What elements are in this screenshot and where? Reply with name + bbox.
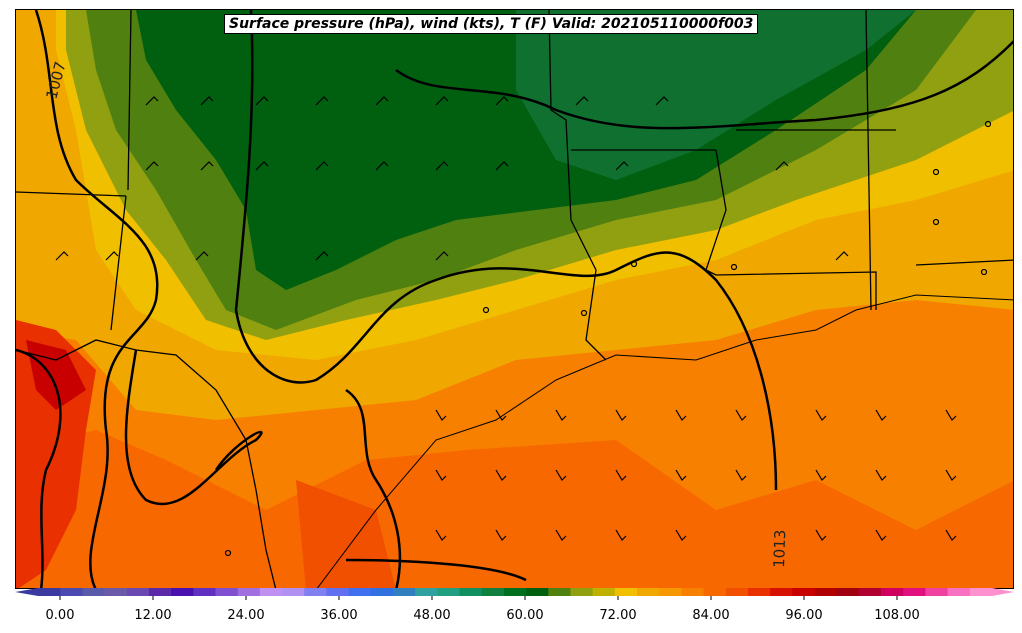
colorbar-tick-label: 0.00 <box>46 608 75 623</box>
map-title: Surface pressure (hPa), wind (kts), T (F… <box>224 14 759 34</box>
colorbar-tick-label: 48.00 <box>413 608 450 623</box>
hot-core-west <box>26 340 86 410</box>
colorbar-cell <box>703 588 727 596</box>
colorbar-tick-label: 84.00 <box>692 608 729 623</box>
isobar-label-1013: 1013 <box>770 529 789 568</box>
colorbar-cell <box>548 588 571 596</box>
colorbar-cell <box>259 588 283 596</box>
colorbar-tick-label: 24.00 <box>227 608 264 623</box>
colorbar-cell <box>215 588 239 596</box>
temp-band-darkest-green <box>516 10 916 180</box>
isobars <box>16 10 1013 588</box>
colorbar-cell <box>858 588 882 596</box>
colorbar-cell <box>526 588 549 596</box>
colorbar-tick-label: 12.00 <box>134 608 171 623</box>
colorbar-cell <box>481 588 505 596</box>
colorbar-cell <box>348 588 372 596</box>
colorbar-extend-high <box>992 588 1014 596</box>
colorbar-tick-label: 60.00 <box>506 608 543 623</box>
colorbar-cell <box>592 588 616 596</box>
colorbar-cell <box>60 588 83 596</box>
colorbar-cell <box>770 588 793 596</box>
wind-barbs <box>55 96 992 557</box>
colorbar-cell <box>903 588 926 596</box>
colorbar-cell <box>126 588 150 596</box>
colorbar-cell <box>282 588 305 596</box>
colorbar-cell <box>969 588 993 596</box>
colorbar-cell <box>881 588 904 596</box>
colorbar-cell <box>570 588 594 596</box>
colorbar-cell <box>104 588 128 596</box>
colorbar-tick-label: 36.00 <box>320 608 357 623</box>
colorbar-cell <box>370 588 394 596</box>
colorbar-cell <box>326 588 350 596</box>
colorbar-cell <box>836 588 860 596</box>
colorbar-cell <box>725 588 749 596</box>
colorbar-cell <box>38 588 61 596</box>
coastline <box>316 294 1013 588</box>
colorbar-tick-label: 108.00 <box>874 608 920 623</box>
colorbar-cell <box>193 588 216 596</box>
colorbar-cell <box>237 588 261 596</box>
colorbar-cell <box>659 588 682 596</box>
colorbar-cell <box>637 588 660 596</box>
colorbar-cell <box>614 588 638 596</box>
colorbar-tick-label: 96.00 <box>785 608 822 623</box>
colorbar-tick-label: 72.00 <box>599 608 636 623</box>
colorbar-ticks: 0.00 12.00 24.00 36.00 48.00 60.00 72.00 84.00 9… <box>46 596 920 623</box>
colorbar-cell <box>814 588 838 596</box>
colorbar-cells <box>15 588 1014 596</box>
colorbar-cell <box>392 588 416 596</box>
colorbar-extend-low <box>15 588 38 596</box>
colorbar-cell <box>415 588 438 596</box>
colorbar-cell <box>148 588 172 596</box>
colorbar-cell <box>171 588 194 596</box>
colorbar-cell <box>947 588 971 596</box>
colorbar-cell <box>459 588 483 596</box>
colorbar-cell <box>503 588 527 596</box>
colorbar-cell <box>792 588 816 596</box>
weather-map: 1007 1013 <box>15 9 1014 589</box>
colorbar-cell <box>925 588 949 596</box>
colorbar: 0.00 12.00 24.00 36.00 48.00 60.00 72.00 84.00 9… <box>15 588 1014 623</box>
colorbar-cell <box>437 588 461 596</box>
colorbar-cell <box>304 588 327 596</box>
temperature-field: 1007 1013 <box>16 10 1013 588</box>
colorbar-cell <box>681 588 705 596</box>
colorbar-cell <box>747 588 771 596</box>
colorbar-cell <box>82 588 106 596</box>
state-borders <box>16 10 1013 588</box>
